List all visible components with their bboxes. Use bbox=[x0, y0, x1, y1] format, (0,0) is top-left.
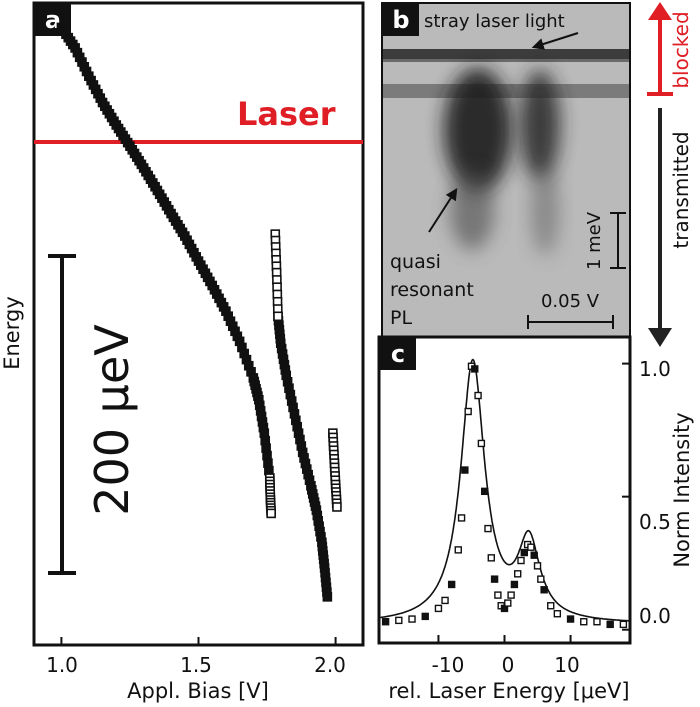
pl-blob-secondary bbox=[520, 70, 560, 180]
panel-c-point bbox=[441, 596, 449, 605]
panel-a-tick-label-2: 1.5 bbox=[180, 653, 212, 677]
panel-c-ytick-label-1: 1.0 bbox=[639, 357, 671, 381]
panel-c-point bbox=[408, 615, 416, 623]
pl-label-line-3: PL bbox=[390, 307, 412, 329]
energy-scale-bar bbox=[48, 254, 76, 575]
panel-c-ticks bbox=[437, 362, 630, 643]
panel-c-point bbox=[381, 618, 390, 626]
panel-c-point bbox=[540, 586, 548, 594]
panel-c-point bbox=[593, 618, 601, 626]
panel-c-point bbox=[510, 580, 519, 589]
panel-c-point bbox=[454, 546, 462, 554]
panel-c-point bbox=[566, 615, 575, 623]
panel-c-point bbox=[553, 610, 562, 618]
panel-c-xtick-label-2: 0 bbox=[502, 653, 515, 677]
panel-c-xtick-label-1: -10 bbox=[432, 653, 465, 677]
panel-c-point bbox=[517, 556, 525, 565]
panel-c-point bbox=[490, 575, 499, 583]
energy-scale-label: 200 μeV bbox=[85, 324, 139, 516]
panel-a-point bbox=[332, 502, 342, 512]
panel-c-point bbox=[457, 514, 466, 522]
panel-c-point bbox=[606, 620, 614, 629]
panel-c-point bbox=[484, 524, 492, 533]
panel-a-point bbox=[266, 508, 276, 519]
panel-a-x-ticks bbox=[60, 637, 337, 645]
panel-a-xlabel: Appl. Bias [V] bbox=[127, 679, 269, 703]
panel-b: b stray laser light quasi resonant PL 1 … bbox=[381, 2, 693, 347]
panel-c-point bbox=[494, 591, 502, 599]
small-energy-scale-bar bbox=[610, 212, 626, 269]
laser-label: Laser bbox=[237, 95, 336, 133]
panel-c-frame bbox=[377, 335, 632, 645]
stray-laser-band-edge bbox=[382, 59, 630, 62]
blocked-bracket bbox=[647, 2, 673, 96]
panel-c-point bbox=[619, 620, 628, 629]
panel-c-point bbox=[480, 487, 489, 496]
panel-c-fit-curve bbox=[378, 358, 630, 622]
panel-c-point bbox=[504, 599, 512, 607]
panel-c-point bbox=[477, 439, 486, 448]
stray-laser-arrow bbox=[531, 32, 579, 50]
panel-c-point bbox=[547, 602, 555, 610]
pl-tail-secondary bbox=[531, 165, 559, 255]
panel-c-letter: c bbox=[391, 340, 405, 368]
panel-c-point bbox=[507, 591, 515, 599]
panel-a: a Laser 200 μeV Energy 1.0 1.5 2.0 Appl.… bbox=[0, 1, 365, 703]
panel-c-point bbox=[464, 407, 472, 416]
panel-c-point bbox=[530, 551, 538, 559]
pl-label-line-1: quasi bbox=[390, 251, 441, 273]
small-energy-scale-label: 1 meV bbox=[584, 211, 605, 270]
panel-a-point bbox=[273, 311, 283, 322]
panel-c-point bbox=[461, 466, 469, 474]
panel-c-point bbox=[395, 616, 403, 625]
pl-tail-main bbox=[450, 170, 494, 250]
panel-c-point bbox=[580, 618, 588, 626]
panel-c-point bbox=[514, 570, 522, 578]
panel-c-point bbox=[527, 543, 535, 551]
panel-a-data-points bbox=[56, 22, 342, 602]
panel-c-data-points bbox=[381, 362, 628, 629]
panel-a-tick-label-1: 1.0 bbox=[46, 653, 78, 677]
panel-c-xlabel: rel. Laser Energy [μeV] bbox=[388, 679, 629, 703]
transmitted-arrow bbox=[648, 108, 672, 347]
panel-b-letter: b bbox=[392, 6, 409, 34]
panel-a-frame bbox=[32, 1, 365, 647]
voltage-scale-bar bbox=[527, 315, 614, 329]
panel-a-ylabel: Energy bbox=[0, 296, 24, 370]
panel-c-point bbox=[474, 391, 482, 400]
panel-c-point bbox=[487, 554, 495, 562]
pl-blob-main bbox=[444, 68, 512, 192]
stray-laser-band bbox=[382, 49, 630, 59]
pl-label-line-2: resonant bbox=[390, 279, 474, 301]
panel-c-letter-box bbox=[380, 338, 416, 370]
panel-c-point bbox=[434, 604, 443, 613]
panel-c-point bbox=[447, 580, 456, 589]
transmitted-label: transmitted bbox=[669, 131, 693, 248]
panel-c-xtick-label-3: 10 bbox=[554, 653, 579, 677]
pl-arrow bbox=[428, 187, 458, 233]
voltage-scale-label: 0.05 V bbox=[541, 291, 600, 312]
panel-c-ylabel: Norm Intensity bbox=[670, 412, 694, 567]
panel-c-point bbox=[537, 575, 545, 583]
stray-laser-label: stray laser light bbox=[424, 11, 565, 32]
panel-b-letter-box bbox=[383, 4, 419, 36]
panel-c-point bbox=[421, 612, 429, 621]
transmitted-top-shade bbox=[382, 84, 630, 98]
panel-a-tick-label-3: 2.0 bbox=[314, 653, 346, 677]
panel-c-point bbox=[471, 365, 479, 373]
panel-c-ytick-label-3: 0.0 bbox=[639, 604, 671, 628]
panel-c-point bbox=[533, 562, 542, 570]
blocked-label: blocked bbox=[669, 11, 693, 88]
panel-c-point bbox=[520, 548, 529, 557]
panel-c-ytick-label-2: 0.5 bbox=[639, 510, 671, 534]
panel-a-point bbox=[322, 592, 333, 602]
panel-c: c -10 0 10 rel. Laser Energy [μeV] 1.0 0… bbox=[377, 335, 694, 703]
